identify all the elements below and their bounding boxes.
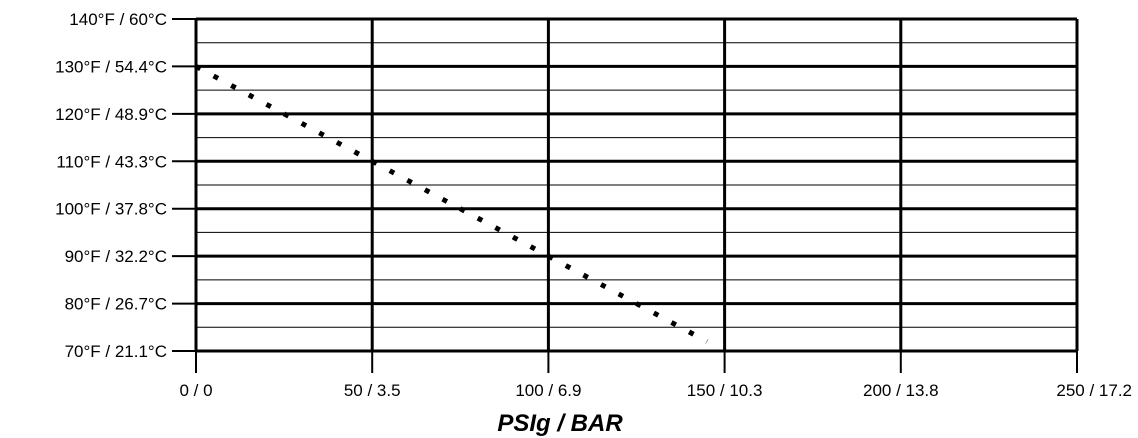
x-tick-label: 200 / 13.8 bbox=[863, 381, 939, 400]
x-tick-label: 150 / 10.3 bbox=[687, 381, 763, 400]
y-tick-label: 90°F / 32.2°C bbox=[65, 247, 167, 266]
x-tick-label: 0 / 0 bbox=[179, 381, 212, 400]
y-tick-label: 110°F / 43.3°C bbox=[56, 152, 167, 171]
x-tick-label: 250 / 17.2 bbox=[1056, 381, 1132, 400]
y-tick-label: 100°F / 37.8°C bbox=[55, 200, 167, 219]
x-axis: 0 / 0 50 / 3.5 100 / 6.9 150 / 10.3 200 / 13… bbox=[179, 351, 1132, 400]
minor-gridlines bbox=[196, 42, 1077, 328]
y-tick-label: 80°F / 26.7°C bbox=[65, 295, 167, 314]
x-tick-label: 100 / 6.9 bbox=[515, 381, 581, 400]
y-tick-label: 140°F / 60°C bbox=[69, 10, 167, 29]
y-axis: 140°F / 60°C 130°F / 54.4°C 120°F / 48.9°C… bbox=[55, 10, 196, 361]
series-layer bbox=[194, 64, 709, 344]
x-tick-label: 50 / 3.5 bbox=[344, 381, 401, 400]
y-tick-label: 120°F / 48.9°C bbox=[55, 105, 167, 124]
y-tick-label: 130°F / 54.4°C bbox=[55, 57, 167, 76]
x-axis-title: PSIg / BAR bbox=[497, 410, 623, 437]
y-tick-label: 70°F / 21.1°C bbox=[65, 342, 167, 361]
series-line bbox=[194, 64, 709, 344]
